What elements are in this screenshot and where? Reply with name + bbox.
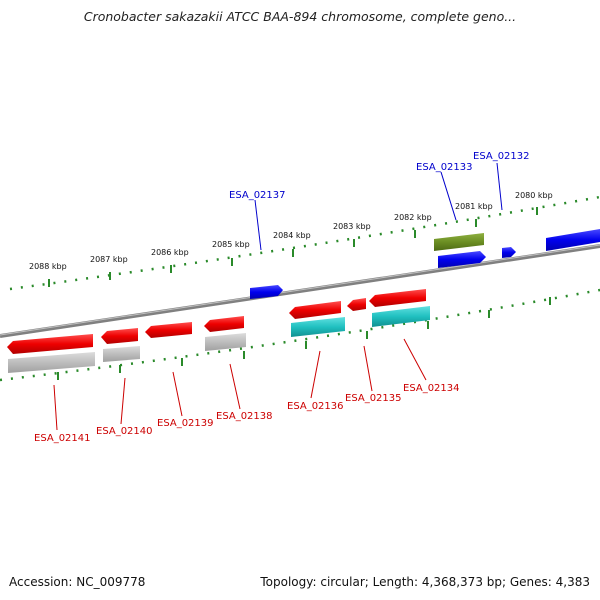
scale-ticks-bottom [57,297,551,380]
scale-track-top [9,195,600,291]
gene-label[interactable]: ESA_02135 [345,393,402,404]
gene-label[interactable]: ESA_02136 [287,401,344,412]
cds-ESA_02138[interactable] [205,333,246,351]
gene-arrow-ESA_02138[interactable] [204,316,244,332]
label-leaders-bottom [53,338,427,431]
map-title: Cronobacter sakazakii ATCC BAA-894 chrom… [83,9,517,24]
kbp-label: 2087 kbp [90,255,128,264]
gene-arrow-ESA_02137[interactable] [250,285,283,299]
gene-labels-bottom: ESA_02141 ESA_02140 ESA_02139 ESA_02138 … [34,383,460,444]
gene-label[interactable]: ESA_02134 [403,383,460,394]
gene-arrow-ESA_02140[interactable] [101,328,138,344]
gene-label[interactable]: ESA_02138 [216,411,273,422]
gene-label[interactable]: ESA_02139 [157,418,214,429]
gene-arrow-forward-edge[interactable] [546,229,600,251]
cds-ESA_02134[interactable] [372,306,430,327]
cds-ESA_02136[interactable] [291,317,345,337]
kbp-label: 2080 kbp [515,191,553,200]
rna-feature-ESA_02133[interactable] [434,233,484,251]
gene-arrow-ESA_02141[interactable] [7,334,93,354]
forward-features [250,229,600,299]
gene-label[interactable]: ESA_02141 [34,433,91,444]
gene-label[interactable]: ESA_02133 [416,162,473,173]
kbp-label: 2084 kbp [273,231,311,240]
gene-arrow-ESA_02136[interactable] [289,301,341,319]
gene-arrow-ESA_02139[interactable] [145,322,192,338]
gene-arrow-ESA_02134[interactable] [369,289,426,307]
gene-labels-top: ESA_02137 ESA_02133 ESA_02132 [229,151,530,201]
chromosome-backbone-highlight [0,244,600,336]
kbp-label: 2083 kbp [333,222,371,231]
gene-label[interactable]: ESA_02132 [473,151,530,162]
kbp-label: 2082 kbp [394,213,432,222]
kbp-label: 2088 kbp [29,262,67,271]
gene-arrow-ESA_02132[interactable] [502,247,516,258]
kbp-label: 2081 kbp [455,202,493,211]
gene-arrow-ESA_02133[interactable] [438,251,486,268]
label-leaders-top [254,162,503,251]
topology-text: Topology: circular; Length: 4,368,373 bp… [260,575,590,589]
gene-label[interactable]: ESA_02140 [96,426,153,437]
gene-arrow-ESA_02135[interactable] [347,298,366,311]
kbp-label: 2085 kbp [212,240,250,249]
scale-ticks-top [48,207,538,287]
reverse-features [7,289,430,373]
gene-label[interactable]: ESA_02137 [229,190,286,201]
accession-text: Accession: NC_009778 [9,575,146,589]
kbp-label: 2086 kbp [151,248,189,257]
cds-ESA_02140[interactable] [103,346,140,362]
scale-labels: 2088 kbp 2087 kbp 2086 kbp 2085 kbp 2084… [29,191,553,271]
cds-ESA_02141[interactable] [8,352,95,373]
